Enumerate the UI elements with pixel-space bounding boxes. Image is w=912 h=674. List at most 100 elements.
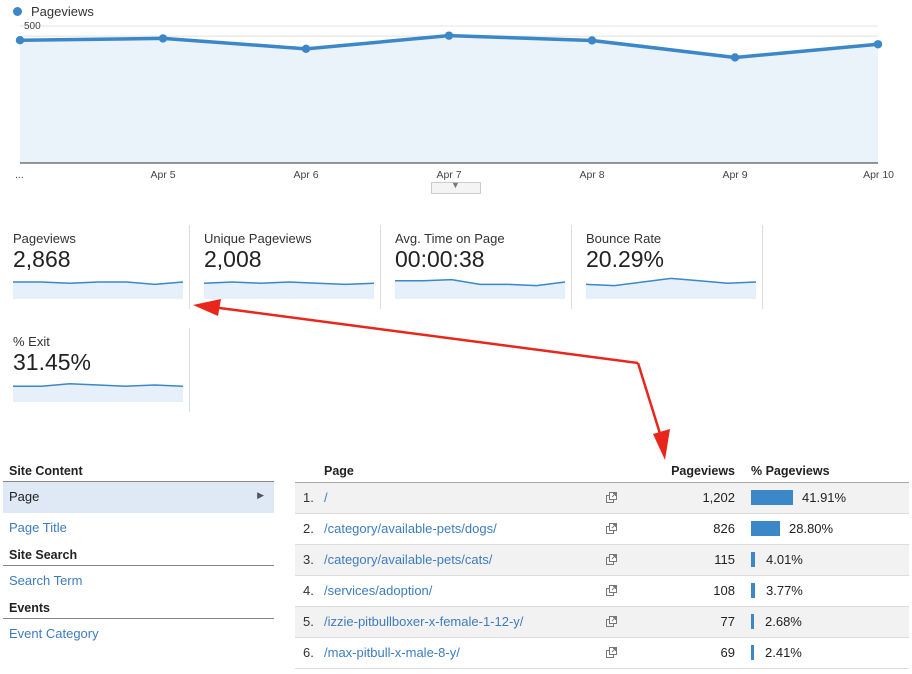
external-link-icon[interactable] xyxy=(606,492,618,503)
sparkline xyxy=(13,281,183,299)
legend-dot-icon xyxy=(13,7,22,16)
share-bar xyxy=(751,614,754,629)
divider xyxy=(189,225,190,309)
row-index: 5. xyxy=(303,614,314,629)
table-body: 1. / 1,202 41.91% 2. /category/available-pets… xyxy=(295,483,909,669)
sidebar-item-event-category[interactable]: Event Category xyxy=(3,619,274,650)
chevron-right-icon: ▶ xyxy=(257,490,264,500)
page-link[interactable]: /services/adoption/ xyxy=(324,583,433,598)
sidebar-item-search-term[interactable]: Search Term xyxy=(3,566,274,597)
divider xyxy=(762,225,763,309)
metric-exit-rate[interactable]: % Exit 31.45% xyxy=(0,328,190,412)
sparkline-line xyxy=(13,281,183,286)
pct-pageviews-value: 4.01% xyxy=(766,552,803,567)
y-tick-label: 500 xyxy=(24,21,41,32)
metric-unique-pageviews[interactable]: Unique Pageviews 2,008 xyxy=(191,225,381,309)
metric-name: Bounce Rate xyxy=(586,231,662,246)
data-point[interactable] xyxy=(873,40,883,49)
table-row[interactable]: 3. /category/available-pets/cats/115 4.01% xyxy=(295,545,909,576)
pct-pageviews-value: 2.41% xyxy=(765,645,802,660)
pageviews-value: 115 xyxy=(714,552,735,567)
sidebar-item-page[interactable]: Page ▶ xyxy=(3,482,274,513)
sidebar-item-label: Page Title xyxy=(9,520,67,535)
metric-name: Unique Pageviews xyxy=(204,231,312,246)
annotation-arrowhead xyxy=(653,429,670,460)
chevron-down-icon: ▼ xyxy=(451,180,460,190)
metric-avg-time-on-page[interactable]: Avg. Time on Page 00:00:38 xyxy=(382,225,572,309)
metric-value: 2,868 xyxy=(13,246,71,272)
table-row[interactable]: 4. /services/adoption/108 3.77% xyxy=(295,576,909,607)
sparkline-line xyxy=(395,278,565,287)
metric-name: Avg. Time on Page xyxy=(395,231,505,246)
data-point[interactable] xyxy=(15,36,25,45)
sparkline xyxy=(204,281,374,299)
sparkline-fill xyxy=(395,279,565,299)
metric-value: 20.29% xyxy=(586,246,665,272)
sidebar-item-label: Search Term xyxy=(9,573,83,588)
column-header-pct-pageviews[interactable]: % Pageviews xyxy=(751,464,830,478)
column-header-page[interactable]: Page xyxy=(324,464,354,478)
x-tick-label: Apr 6 xyxy=(293,169,318,181)
share-bar xyxy=(751,552,755,567)
primary-dimension-sidebar: Site Content Page ▶ Page Title Site Sear… xyxy=(3,460,274,650)
pageviews-value: 69 xyxy=(720,645,735,660)
x-tick-label: Apr 8 xyxy=(579,169,604,181)
x-tick-label: Apr 7 xyxy=(436,169,461,181)
metric-value: 00:00:38 xyxy=(395,246,485,272)
metric-pageviews[interactable]: Pageviews 2,868 xyxy=(0,225,190,309)
pageviews-value: 77 xyxy=(720,614,735,629)
x-tick-label: ... xyxy=(15,169,24,181)
legend-label: Pageviews xyxy=(31,4,94,19)
pageviews-value: 1,202 xyxy=(702,490,735,505)
table-row[interactable]: 1. / 1,202 41.91% xyxy=(295,483,909,514)
share-bar xyxy=(751,521,780,536)
metric-value: 31.45% xyxy=(13,349,92,375)
external-link-icon[interactable] xyxy=(606,554,618,565)
external-link-icon[interactable] xyxy=(606,616,618,627)
sparkline-fill xyxy=(586,278,756,299)
sidebar-heading-site-content: Site Content xyxy=(3,460,274,482)
chart-legend[interactable]: Pageviews xyxy=(13,4,94,19)
external-link-icon[interactable] xyxy=(606,647,618,658)
data-point[interactable] xyxy=(730,53,740,62)
metric-bounce-rate[interactable]: Bounce Rate 20.29% xyxy=(573,225,763,309)
share-bar xyxy=(751,490,793,505)
pages-table: Page Pageviews % Pageviews 1. / 1,202 41.91… xyxy=(295,460,909,669)
data-point[interactable] xyxy=(444,31,454,40)
page-link[interactable]: /max-pitbull-x-male-8-y/ xyxy=(324,645,460,660)
table-row[interactable]: 2. /category/available-pets/dogs/826 28.80… xyxy=(295,514,909,545)
data-point[interactable] xyxy=(587,36,597,45)
page-link[interactable]: /category/available-pets/dogs/ xyxy=(324,521,497,536)
pct-pageviews-value: 3.77% xyxy=(766,583,803,598)
page-link[interactable]: /izzie-pitbullboxer-x-female-1-12-y/ xyxy=(324,614,524,629)
row-index: 6. xyxy=(303,645,314,660)
share-bar xyxy=(751,583,755,598)
external-link-icon[interactable] xyxy=(606,523,618,534)
pageviews-value: 826 xyxy=(713,521,735,536)
pct-pageviews-value: 2.68% xyxy=(765,614,802,629)
column-header-pageviews[interactable]: Pageviews xyxy=(671,464,735,478)
annotation-arrow-line xyxy=(636,362,664,441)
row-index: 3. xyxy=(303,552,314,567)
table-row[interactable]: 6. /max-pitbull-x-male-8-y/69 2.41% xyxy=(295,638,909,669)
sparkline-fill xyxy=(204,282,374,299)
page-link[interactable]: /category/available-pets/cats/ xyxy=(324,552,493,567)
chart-collapse-handle[interactable]: ▼ xyxy=(431,180,481,194)
pct-pageviews-value: 41.91% xyxy=(802,490,847,505)
divider xyxy=(571,225,572,309)
sparkline-line xyxy=(204,281,374,286)
data-point[interactable] xyxy=(158,34,168,43)
page-link[interactable]: / xyxy=(324,490,328,505)
sidebar-heading-events: Events xyxy=(3,597,274,619)
annotation-arrow-line xyxy=(211,305,639,365)
sidebar-item-page-title[interactable]: Page Title xyxy=(3,513,274,544)
table-row[interactable]: 5. /izzie-pitbullboxer-x-female-1-12-y/77… xyxy=(295,607,909,638)
row-index: 2. xyxy=(303,521,314,536)
external-link-icon[interactable] xyxy=(606,585,618,596)
pageviews-value: 108 xyxy=(713,583,735,598)
data-point[interactable] xyxy=(301,44,311,54)
sparkline-line xyxy=(13,383,183,387)
sparkline xyxy=(13,383,183,402)
sidebar-item-label: Page xyxy=(9,489,40,504)
